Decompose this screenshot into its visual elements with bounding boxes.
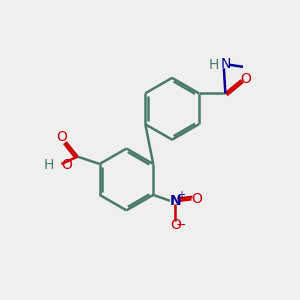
Text: N: N [169, 194, 181, 208]
Text: O: O [56, 130, 67, 145]
Text: −: − [176, 219, 186, 232]
Text: N: N [221, 57, 231, 71]
Text: O: O [170, 218, 181, 232]
Text: H: H [208, 58, 219, 72]
Text: +: + [177, 190, 185, 200]
Text: O: O [61, 158, 72, 172]
Text: O: O [191, 192, 202, 206]
Text: H: H [44, 158, 54, 172]
Text: O: O [241, 72, 251, 86]
